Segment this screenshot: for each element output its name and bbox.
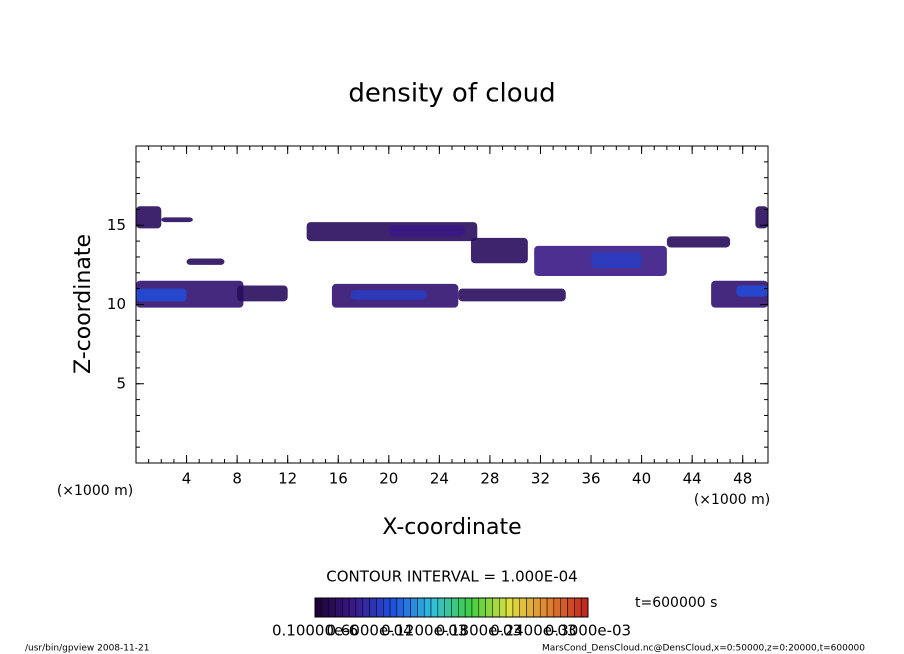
cloud-cell: [470, 237, 528, 264]
cloud-cell: [388, 225, 465, 237]
colorbar-swatch: [464, 597, 473, 618]
colorbar-swatch: [499, 597, 507, 618]
colorbar-swatch: [355, 597, 364, 618]
y-tick-label: 15: [107, 216, 126, 234]
colorbar-swatch: [526, 597, 534, 618]
y-tick-label: 10: [107, 295, 126, 313]
chart-title: density of cloud: [348, 79, 555, 109]
colorbar-label: 0.10000e-6: [272, 622, 358, 640]
colorbar-label: 0.1800e-03: [436, 622, 522, 640]
colorbar-swatch: [539, 597, 548, 618]
x-tick-label: 4: [182, 470, 192, 488]
colorbar-label: 0.6000e-04: [326, 622, 412, 640]
colorbar-swatch: [519, 597, 527, 618]
x-unit: (×1000 m): [57, 483, 133, 499]
cloud-cell: [237, 285, 288, 302]
time-label: t=600000 s: [635, 595, 717, 611]
x-tick-label: 28: [480, 470, 499, 488]
footer: MarsCond_DensCloud.nc@DensCloud,x=0:5000…: [542, 644, 865, 654]
colorbar-swatch: [362, 597, 370, 618]
cloud-cell: [458, 288, 566, 302]
cloud-cell: [161, 217, 193, 223]
cloud-cell: [591, 252, 642, 269]
x-tick-label: 8: [232, 470, 242, 488]
x-tick-label: 12: [278, 470, 297, 488]
colorbar-swatch: [512, 597, 520, 618]
x-tick-label: 24: [430, 470, 449, 488]
colorbar-swatch: [574, 597, 582, 618]
y-axis-label: Z-coordinate: [71, 234, 96, 374]
x-tick-label: 32: [531, 470, 550, 488]
colorbar-swatch: [403, 597, 411, 618]
y-tick-label: 5: [116, 374, 126, 392]
colorbar-swatch: [580, 597, 589, 618]
colorbar-swatch: [485, 597, 493, 618]
colorbar-label: 0.3000e-03: [545, 622, 631, 640]
colorbar-frame: [314, 597, 589, 618]
cloud-cell: [666, 236, 731, 248]
colorbar-label: 0.1200e-03: [381, 622, 467, 640]
colorbar-swatch: [444, 597, 452, 618]
colorbar-swatch: [451, 597, 459, 618]
colorbar-swatch: [553, 597, 561, 618]
colorbar-swatch: [314, 597, 323, 618]
x-tick-label: 20: [379, 470, 398, 488]
colorbar-swatch: [437, 597, 445, 618]
colorbar-swatch: [321, 597, 329, 618]
colorbar-swatch: [328, 597, 336, 618]
colorbar-swatch: [546, 597, 555, 618]
colorbar-swatch: [567, 597, 575, 618]
colorbar-label: 0.2400e-03: [490, 622, 576, 640]
x-tick-label: 44: [683, 470, 702, 488]
contour-interval: CONTOUR INTERVAL = 1.000E-04: [326, 568, 577, 586]
footer: /usr/bin/gpview 2008-11-21: [25, 644, 149, 654]
x-tick-label: 48: [733, 470, 752, 488]
cloud-cell: [736, 285, 768, 297]
colorbar-swatch: [533, 597, 541, 618]
colorbar-swatch: [471, 597, 480, 618]
colorbar-swatch: [369, 597, 377, 618]
x-axis-label: X-coordinate: [382, 515, 521, 540]
colorbar-swatch: [417, 597, 425, 618]
colorbar-swatch: [376, 597, 384, 618]
colorbar-swatch: [335, 597, 343, 618]
x-tick-label: 36: [581, 470, 600, 488]
cloud-cell: [136, 288, 187, 302]
colorbar-swatch: [505, 597, 514, 618]
colorbar-swatch: [410, 597, 418, 618]
x-tick-label: 40: [632, 470, 651, 488]
x-unit: (×1000 m): [694, 492, 770, 508]
cloud-cell: [755, 206, 768, 229]
cloud-cell: [136, 206, 162, 229]
cloud-cell: [186, 258, 225, 265]
x-tick-label: 16: [329, 470, 348, 488]
colorbar-swatch: [342, 597, 350, 618]
colorbar-swatch: [458, 597, 466, 618]
colorbar-swatch: [492, 597, 500, 618]
colorbar-swatch: [478, 597, 486, 618]
colorbar-swatch: [430, 597, 439, 618]
colorbar-swatch: [383, 597, 391, 618]
cloud-cell: [350, 290, 427, 300]
colorbar-swatch: [396, 597, 404, 618]
colorbar-swatch: [560, 597, 568, 618]
colorbar-swatch: [348, 597, 357, 618]
colorbar-swatch: [389, 597, 398, 618]
colorbar-swatch: [423, 597, 432, 618]
